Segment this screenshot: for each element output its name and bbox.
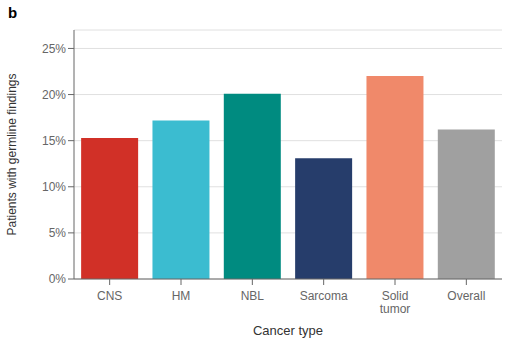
svg-text:20%: 20% [42,88,66,102]
svg-text:15%: 15% [42,134,66,148]
svg-text:HM: HM [172,289,191,303]
svg-text:25%: 25% [42,42,66,56]
svg-text:0%: 0% [49,272,67,286]
svg-text:Solidtumor: Solidtumor [380,289,411,317]
svg-text:CNS: CNS [97,289,122,303]
svg-text:5%: 5% [49,226,67,240]
svg-text:Sarcoma: Sarcoma [300,289,348,303]
svg-text:Patients with germline finding: Patients with germline findings [8,73,19,235]
svg-text:NBL: NBL [241,289,265,303]
html-text:b: b [8,4,18,21]
svg-text:Cancer type: Cancer type [253,323,323,338]
svg-text:Overall: Overall [447,289,485,303]
svg-text:10%: 10% [42,180,66,194]
